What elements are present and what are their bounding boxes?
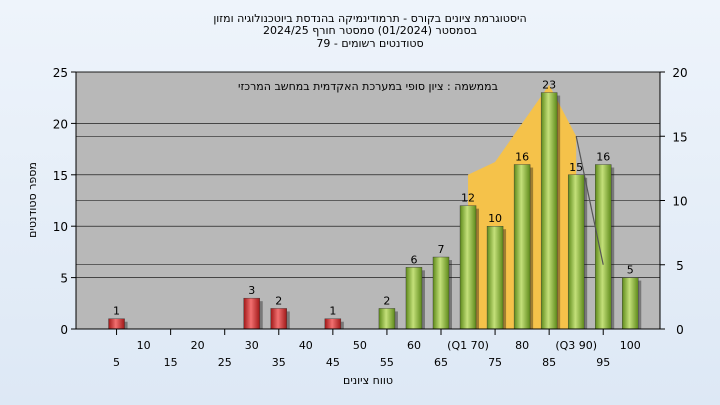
quartile-line [575,136,604,265]
bar-90 [567,174,585,330]
bar-label-100: 5 [627,264,634,277]
x-tick-label-lower-25: 25 [218,356,232,369]
bar-70 [459,205,477,330]
x-tick-label-lower-45: 45 [326,356,340,369]
x-tick-label-lower-95: 95 [596,356,610,369]
x-tick-label-lower-55: 55 [380,356,394,369]
bar-label-75: 10 [488,212,502,225]
y-tick-label-15: 15 [53,169,68,183]
x-tick-label-upper: 80 [515,339,529,352]
y-tick-label-25: 25 [53,66,68,80]
bar-100 [622,277,639,330]
bar-label-80: 16 [515,151,529,164]
bar-label-85: 23 [542,79,556,92]
x-tick-label-upper: 60 [407,339,421,352]
bar-label-30: 3 [248,284,255,297]
bar-65 [432,256,450,330]
bar-75 [486,225,504,330]
x-tick-label-upper: 50 [353,339,367,352]
x-tick-label-lower-15: 15 [164,356,178,369]
x-tick-label-lower-5: 5 [113,356,120,369]
bar-label-90: 15 [569,161,583,174]
y2-tick-label-5: 5 [676,259,684,273]
y-tick-label-20: 20 [53,117,68,131]
y2-tick-label-20: 20 [672,66,687,80]
bar-85 [540,92,558,330]
x-tick-label-lower-35: 35 [272,356,286,369]
title-line-2: בסמסטר (01/2024) סמסטר חורף 2024/25 [263,24,477,37]
annotation-text: בממשמה : ציון סופי במערכת האקדמית במחשב … [238,80,498,93]
title-line-3: סטודנטים רשומים - 79 [316,37,423,50]
y-tick-label-0: 0 [60,323,68,337]
y2-tick-label-0: 0 [676,323,684,337]
y-tick-label-5: 5 [60,272,68,286]
bar-60 [405,267,423,330]
bar-label-70: 12 [461,192,475,205]
bar-label-55: 2 [383,294,390,307]
bar-series [108,92,642,330]
x-tick-label-lower-85: 85 [542,356,556,369]
bar-label-95: 16 [596,151,610,164]
title-line-1: היסטוגרמת ציונים בקורס - תרמודינמיקה בהנ… [213,12,526,25]
bar-label-60: 6 [410,253,417,266]
line-series [575,136,604,265]
bar-55 [378,308,396,330]
bar-45 [324,318,342,330]
bar-label-5: 1 [113,305,120,318]
x-tick-label-upper: 30 [245,339,259,352]
bar-80 [513,164,531,330]
bar-label-45: 1 [329,305,336,318]
x-tick-label-upper: (Q3 90) [555,339,597,352]
x-axis-title: טווח ציונים [343,374,393,387]
y2-tick-label-15: 15 [672,130,687,144]
x-tick-label-upper: (Q1 70) [447,339,489,352]
bar-30 [243,297,260,330]
y2-tick-label-10: 10 [672,195,687,209]
x-tick-label-lower-65: 65 [434,356,448,369]
x-tick-label-lower-75: 75 [488,356,502,369]
x-tick-label-upper: 40 [299,339,313,352]
y-axis-title: מספר סטודנטים [26,162,39,238]
x-tick-label-upper: 10 [137,339,151,352]
y-tick-label-10: 10 [53,220,68,234]
bar-label-65: 7 [438,243,445,256]
x-tick-label-upper: 20 [191,339,205,352]
bar-label-35: 2 [275,294,282,307]
bar-35 [270,308,287,330]
x-tick-label-upper: 100 [620,339,641,352]
chart-title: היסטוגרמת ציונים בקורס - תרמודינמיקה בהנ… [213,12,526,50]
bar-5 [108,318,125,330]
bar-95 [595,164,612,330]
